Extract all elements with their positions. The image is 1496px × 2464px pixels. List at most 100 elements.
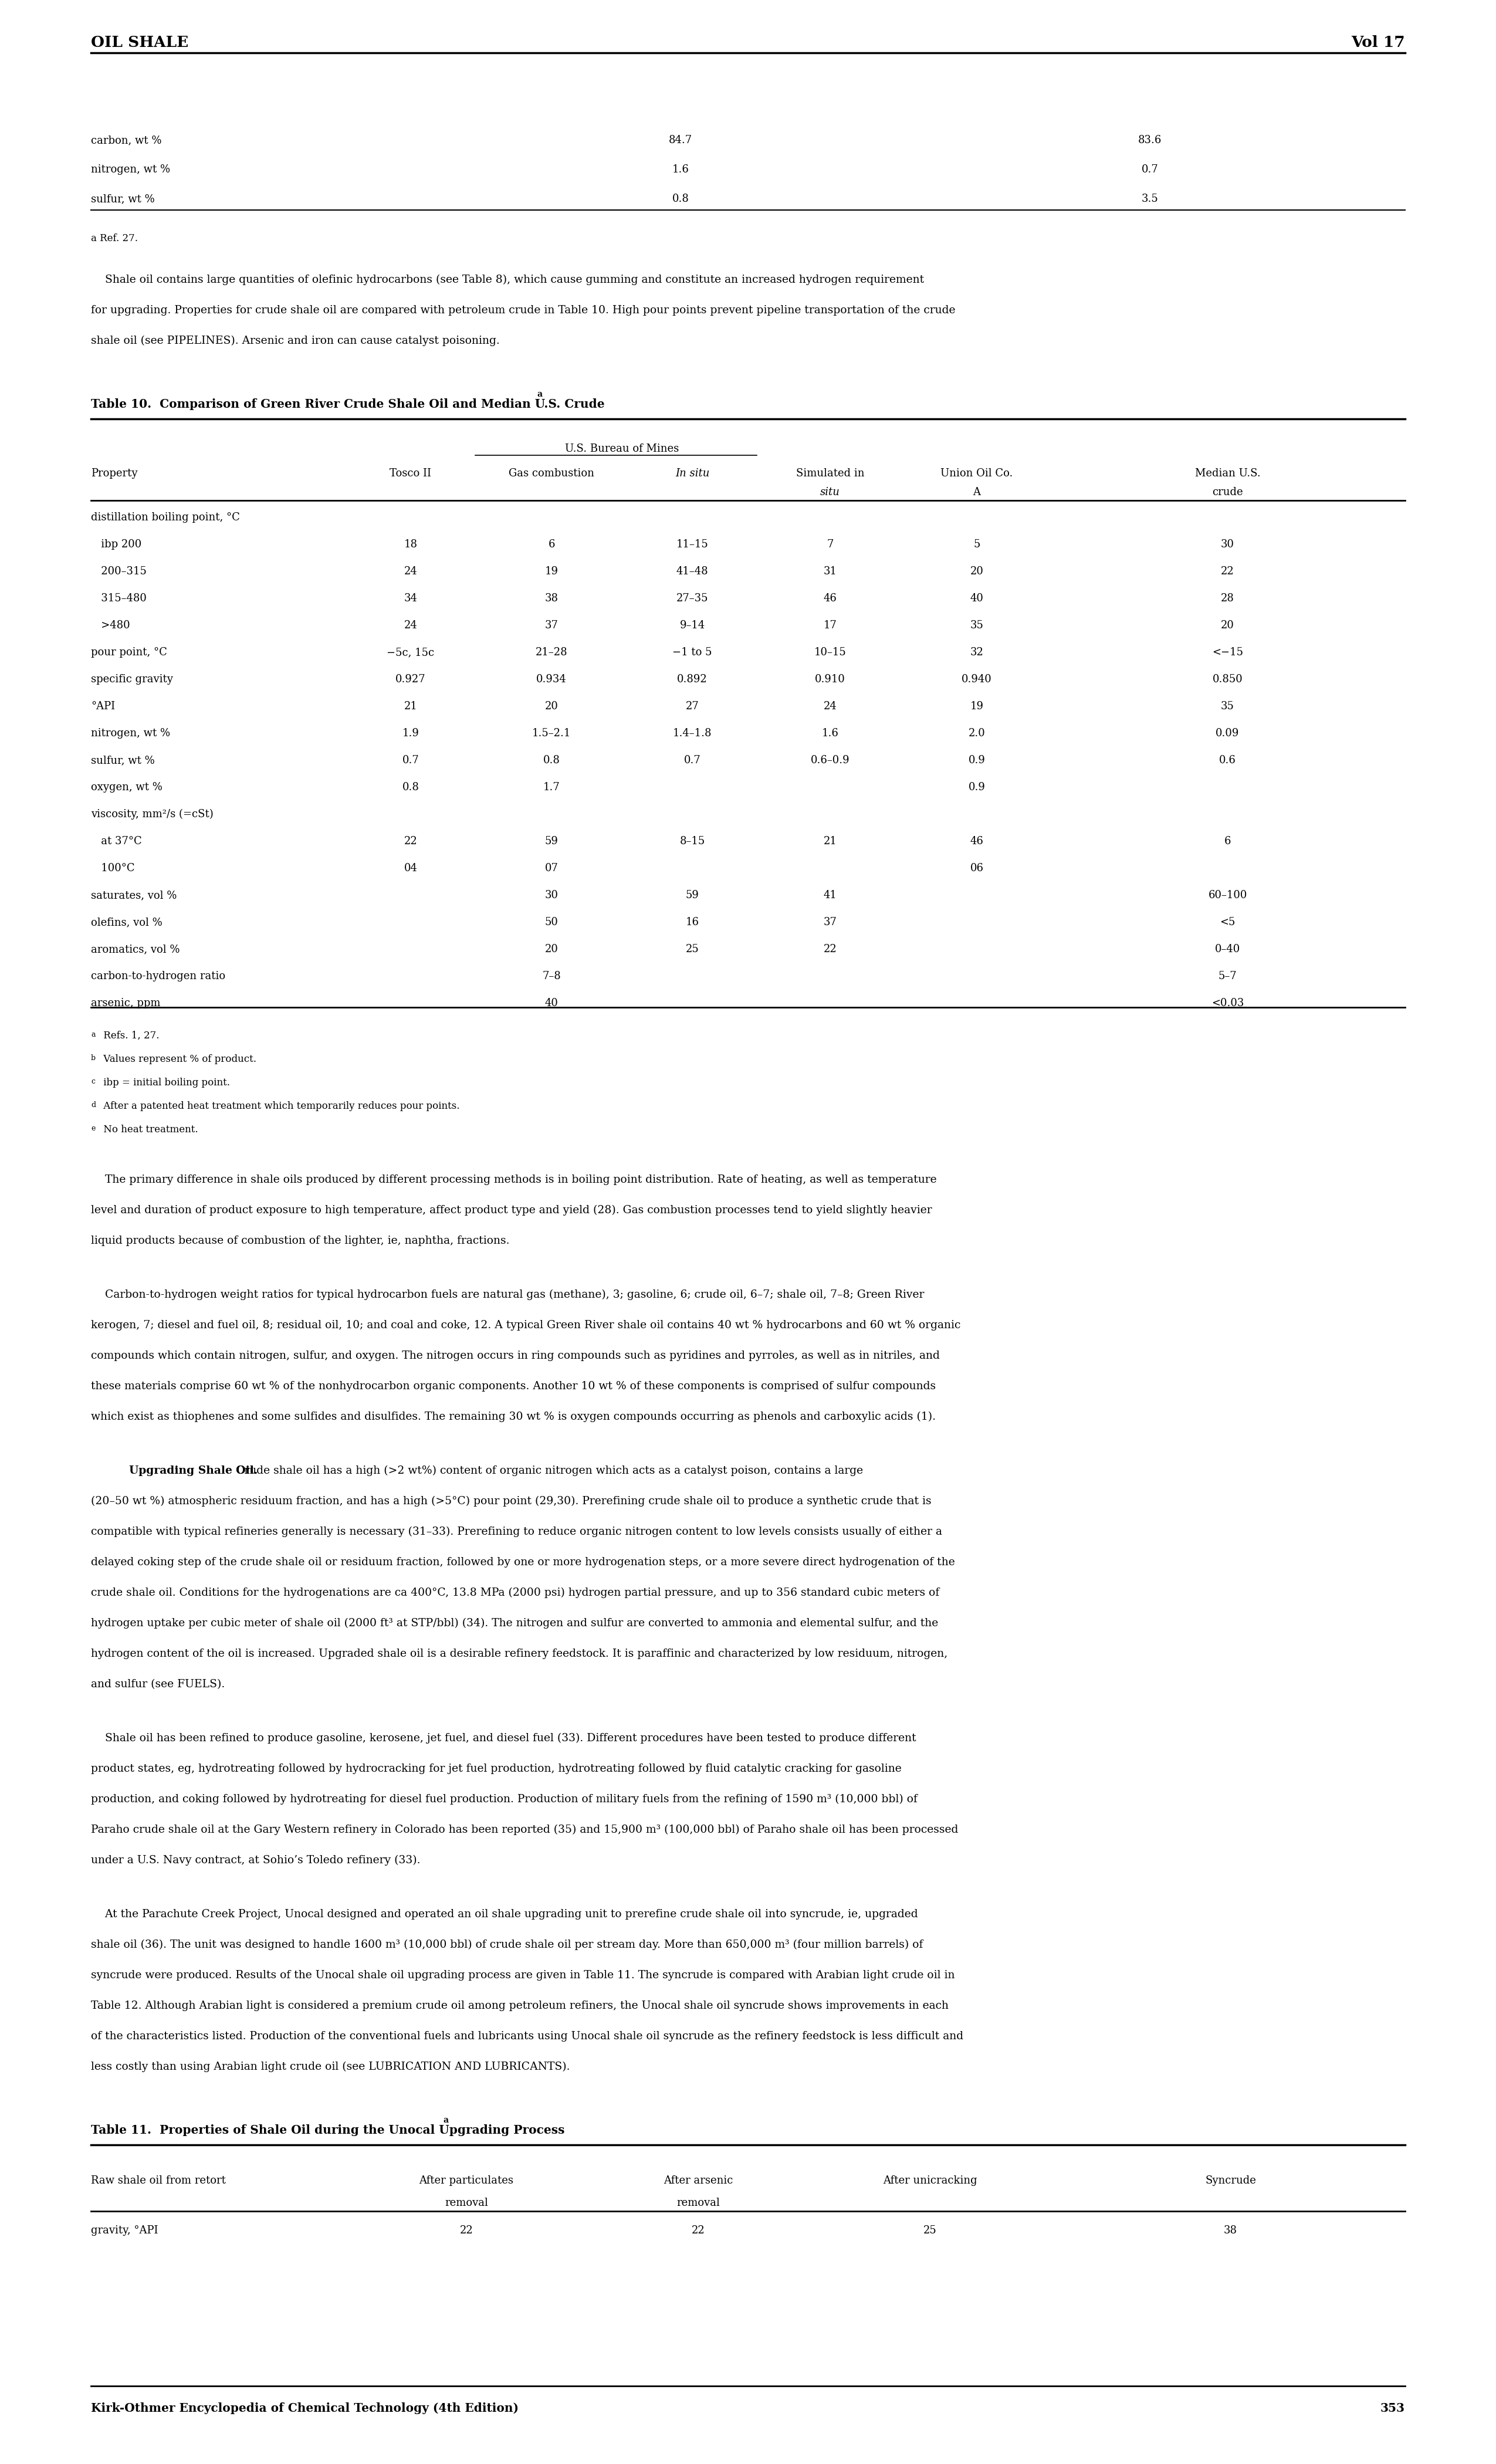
Text: a: a bbox=[537, 389, 542, 399]
Text: 0.927: 0.927 bbox=[395, 675, 426, 685]
Text: and sulfur (see FUELS).: and sulfur (see FUELS). bbox=[91, 1678, 224, 1690]
Text: compounds which contain nitrogen, sulfur, and oxygen. The nitrogen occurs in rin: compounds which contain nitrogen, sulfur… bbox=[91, 1350, 939, 1360]
Text: of the characteristics listed. Production of the conventional fuels and lubrican: of the characteristics listed. Productio… bbox=[91, 2030, 963, 2043]
Text: <−15: <−15 bbox=[1212, 648, 1243, 658]
Text: 0.8: 0.8 bbox=[672, 195, 690, 205]
Text: −5c, 15c: −5c, 15c bbox=[387, 648, 434, 658]
Text: 0.892: 0.892 bbox=[678, 675, 708, 685]
Text: 1.6: 1.6 bbox=[821, 727, 839, 739]
Text: 25: 25 bbox=[685, 944, 699, 954]
Text: 2.0: 2.0 bbox=[968, 727, 986, 739]
Text: <0.03: <0.03 bbox=[1212, 998, 1243, 1008]
Text: 0.7: 0.7 bbox=[1141, 165, 1158, 175]
Text: 5–7: 5–7 bbox=[1218, 971, 1237, 981]
Text: Upgrading Shale Oil.: Upgrading Shale Oil. bbox=[129, 1466, 257, 1476]
Text: olefins, vol %: olefins, vol % bbox=[91, 917, 163, 926]
Text: 22: 22 bbox=[823, 944, 836, 954]
Text: arsenic, ppm: arsenic, ppm bbox=[91, 998, 160, 1008]
Text: In situ: In situ bbox=[675, 468, 709, 478]
Text: 25: 25 bbox=[923, 2225, 936, 2235]
Text: pour point, °C: pour point, °C bbox=[91, 648, 168, 658]
Text: less costly than using Arabian light crude oil (see LUBRICATION AND LUBRICANTS).: less costly than using Arabian light cru… bbox=[91, 2062, 570, 2072]
Text: 22: 22 bbox=[459, 2225, 473, 2235]
Text: aromatics, vol %: aromatics, vol % bbox=[91, 944, 180, 954]
Text: 50: 50 bbox=[545, 917, 558, 926]
Text: 6: 6 bbox=[1224, 835, 1231, 848]
Text: 59: 59 bbox=[685, 890, 699, 899]
Text: 0.910: 0.910 bbox=[815, 675, 845, 685]
Text: Carbon-to-hydrogen weight ratios for typical hydrocarbon fuels are natural gas (: Carbon-to-hydrogen weight ratios for typ… bbox=[91, 1289, 925, 1301]
Text: hydrogen uptake per cubic meter of shale oil (2000 ft³ at STP/bbl) (34). The nit: hydrogen uptake per cubic meter of shale… bbox=[91, 1619, 938, 1629]
Text: shale oil (see PIPELINES). Arsenic and iron can cause catalyst poisoning.: shale oil (see PIPELINES). Arsenic and i… bbox=[91, 335, 500, 347]
Text: 22: 22 bbox=[1221, 567, 1234, 577]
Text: 0.940: 0.940 bbox=[962, 675, 992, 685]
Text: 0.850: 0.850 bbox=[1212, 675, 1243, 685]
Text: 0.7: 0.7 bbox=[684, 754, 700, 766]
Text: Shale oil has been refined to produce gasoline, kerosene, jet fuel, and diesel f: Shale oil has been refined to produce ga… bbox=[91, 1732, 916, 1745]
Text: Simulated in: Simulated in bbox=[796, 468, 865, 478]
Text: 6: 6 bbox=[548, 540, 555, 549]
Text: sulfur, wt %: sulfur, wt % bbox=[91, 195, 154, 205]
Text: 9–14: 9–14 bbox=[679, 621, 705, 631]
Text: under a U.S. Navy contract, at Sohio’s Toledo refinery (33).: under a U.S. Navy contract, at Sohio’s T… bbox=[91, 1855, 420, 1865]
Text: 3.5: 3.5 bbox=[1141, 195, 1158, 205]
Text: production, and coking followed by hydrotreating for diesel fuel production. Pro: production, and coking followed by hydro… bbox=[91, 1794, 917, 1804]
Text: 1.6: 1.6 bbox=[672, 165, 690, 175]
Text: 40: 40 bbox=[545, 998, 558, 1008]
Text: saturates, vol %: saturates, vol % bbox=[91, 890, 177, 899]
Text: Refs. 1, 27.: Refs. 1, 27. bbox=[100, 1030, 159, 1040]
Text: gravity, °API: gravity, °API bbox=[91, 2225, 159, 2235]
Text: a Ref. 27.: a Ref. 27. bbox=[91, 234, 138, 244]
Text: for upgrading. Properties for crude shale oil are compared with petroleum crude : for upgrading. Properties for crude shal… bbox=[91, 306, 956, 315]
Text: 06: 06 bbox=[969, 862, 983, 875]
Text: 22: 22 bbox=[404, 835, 417, 848]
Text: 10–15: 10–15 bbox=[814, 648, 847, 658]
Text: Shale oil contains large quantities of olefinic hydrocarbons (see Table 8), whic: Shale oil contains large quantities of o… bbox=[91, 274, 925, 286]
Text: Median U.S.: Median U.S. bbox=[1195, 468, 1260, 478]
Text: 21: 21 bbox=[404, 702, 417, 712]
Text: After a patented heat treatment which temporarily reduces pour points.: After a patented heat treatment which te… bbox=[100, 1101, 459, 1111]
Text: Tosco II: Tosco II bbox=[390, 468, 431, 478]
Text: Table 10.  Comparison of Green River Crude Shale Oil and Median U.S. Crude: Table 10. Comparison of Green River Crud… bbox=[91, 399, 604, 409]
Text: 38: 38 bbox=[545, 594, 558, 604]
Text: 20: 20 bbox=[1221, 621, 1234, 631]
Text: After unicracking: After unicracking bbox=[883, 2176, 977, 2186]
Text: 32: 32 bbox=[969, 648, 983, 658]
Text: 37: 37 bbox=[823, 917, 836, 926]
Text: nitrogen, wt %: nitrogen, wt % bbox=[91, 727, 171, 739]
Text: 84.7: 84.7 bbox=[669, 136, 693, 145]
Text: these materials comprise 60 wt % of the nonhydrocarbon organic components. Anoth: these materials comprise 60 wt % of the … bbox=[91, 1380, 936, 1392]
Text: 46: 46 bbox=[969, 835, 983, 848]
Text: carbon-to-hydrogen ratio: carbon-to-hydrogen ratio bbox=[91, 971, 226, 981]
Text: 18: 18 bbox=[404, 540, 417, 549]
Text: 0.8: 0.8 bbox=[402, 781, 419, 793]
Text: oxygen, wt %: oxygen, wt % bbox=[91, 781, 163, 793]
Text: Vol 17: Vol 17 bbox=[1351, 34, 1405, 49]
Text: 16: 16 bbox=[685, 917, 699, 926]
Text: 8–15: 8–15 bbox=[679, 835, 705, 848]
Text: 0.6: 0.6 bbox=[1219, 754, 1236, 766]
Text: No heat treatment.: No heat treatment. bbox=[100, 1124, 197, 1133]
Text: hydrogen content of the oil is increased. Upgraded shale oil is a desirable refi: hydrogen content of the oil is increased… bbox=[91, 1648, 947, 1658]
Text: removal: removal bbox=[676, 2198, 720, 2208]
Text: 315–480: 315–480 bbox=[91, 594, 147, 604]
Text: d: d bbox=[91, 1101, 96, 1109]
Text: shale oil (36). The unit was designed to handle 1600 m³ (10,000 bbl) of crude sh: shale oil (36). The unit was designed to… bbox=[91, 1939, 923, 1949]
Text: 353: 353 bbox=[1381, 2402, 1405, 2415]
Text: 60–100: 60–100 bbox=[1209, 890, 1248, 899]
Text: OIL SHALE: OIL SHALE bbox=[91, 34, 188, 49]
Text: 20: 20 bbox=[545, 702, 558, 712]
Text: 24: 24 bbox=[404, 567, 417, 577]
Text: Values represent % of product.: Values represent % of product. bbox=[100, 1055, 256, 1064]
Text: 24: 24 bbox=[823, 702, 836, 712]
Text: 7: 7 bbox=[827, 540, 833, 549]
Text: 22: 22 bbox=[691, 2225, 705, 2235]
Text: 0.9: 0.9 bbox=[968, 781, 986, 793]
Text: Table 11.  Properties of Shale Oil during the Unocal Upgrading Process: Table 11. Properties of Shale Oil during… bbox=[91, 2124, 564, 2136]
Text: kerogen, 7; diesel and fuel oil, 8; residual oil, 10; and coal and coke, 12. A t: kerogen, 7; diesel and fuel oil, 8; resi… bbox=[91, 1321, 960, 1331]
Text: After arsenic: After arsenic bbox=[663, 2176, 733, 2186]
Text: Table 12. Although Arabian light is considered a premium crude oil among petrole: Table 12. Although Arabian light is cons… bbox=[91, 2001, 948, 2011]
Text: b: b bbox=[91, 1055, 96, 1062]
Text: 34: 34 bbox=[404, 594, 417, 604]
Text: 1.5–2.1: 1.5–2.1 bbox=[533, 727, 571, 739]
